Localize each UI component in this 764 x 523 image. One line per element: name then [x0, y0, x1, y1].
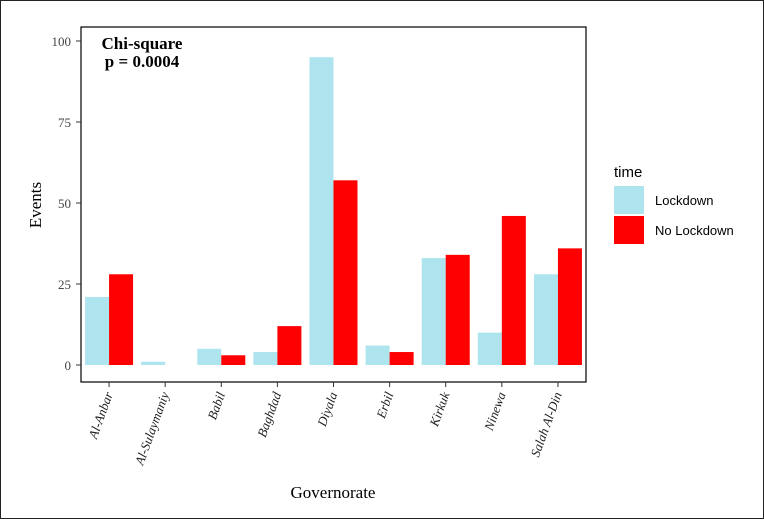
legend-swatch-lockdown [614, 186, 644, 214]
bar-salah-al-din-no-lockdown [557, 248, 582, 365]
x-tick-label: Salah Al-Din [527, 390, 564, 459]
legend-label-no-lockdown: No Lockdown [655, 223, 734, 238]
y-tick-label: 100 [52, 34, 72, 49]
x-tick-label: Al-Anbar [85, 389, 116, 441]
x-tick-label: Kirkuk [426, 390, 453, 430]
bar-babil-no-lockdown [221, 355, 246, 365]
x-tick-label: Diyala [314, 389, 341, 429]
y-tick-label: 0 [65, 358, 72, 373]
x-axis-title: Governorate [291, 483, 376, 502]
y-tick-label: 25 [58, 277, 71, 292]
x-tick-label: Erbil [373, 390, 397, 422]
x-tick-label: Baghdad [254, 389, 284, 439]
bar-al-anbar-no-lockdown [109, 274, 134, 365]
legend-title: time [614, 164, 642, 181]
p-value-label: p = 0.0004 [105, 52, 180, 71]
y-tick-label: 75 [58, 115, 71, 130]
legend-label-lockdown: Lockdown [655, 193, 714, 208]
bar-al-sulaymaniy-lockdown [141, 361, 166, 365]
x-axis: Al-Anbar Al-Sulaymaniy Babil Baghdad Diyala E… [85, 382, 565, 468]
bar-erbil-lockdown [365, 345, 390, 365]
bar-ninewa-no-lockdown [501, 215, 526, 365]
y-axis: 0 25 50 75 100 [52, 34, 81, 373]
bar-kirkuk-lockdown [421, 258, 446, 365]
bar-kirkuk-no-lockdown [445, 254, 470, 365]
x-tick-label: Babil [204, 390, 228, 422]
legend: time Lockdown No Lockdown [614, 164, 734, 244]
bar-babil-lockdown [197, 348, 222, 365]
bar-erbil-no-lockdown [389, 352, 414, 365]
bar-salah-al-din-lockdown [533, 274, 558, 365]
bars-layer [85, 57, 582, 365]
chi-square-label: Chi-square [102, 34, 183, 53]
x-tick-label: Al-Sulaymaniy [131, 390, 172, 468]
x-tick-label: Ninewa [481, 389, 509, 433]
bar-al-anbar-lockdown [85, 296, 110, 365]
bar-baghdad-no-lockdown [277, 326, 302, 365]
y-tick-label: 50 [58, 196, 71, 211]
bar-diyala-no-lockdown [333, 180, 358, 365]
bar-baghdad-lockdown [253, 352, 278, 365]
y-axis-title: Events [26, 182, 45, 228]
legend-swatch-no-lockdown [614, 216, 644, 244]
bar-ninewa-lockdown [477, 332, 502, 365]
bar-diyala-lockdown [309, 57, 334, 365]
